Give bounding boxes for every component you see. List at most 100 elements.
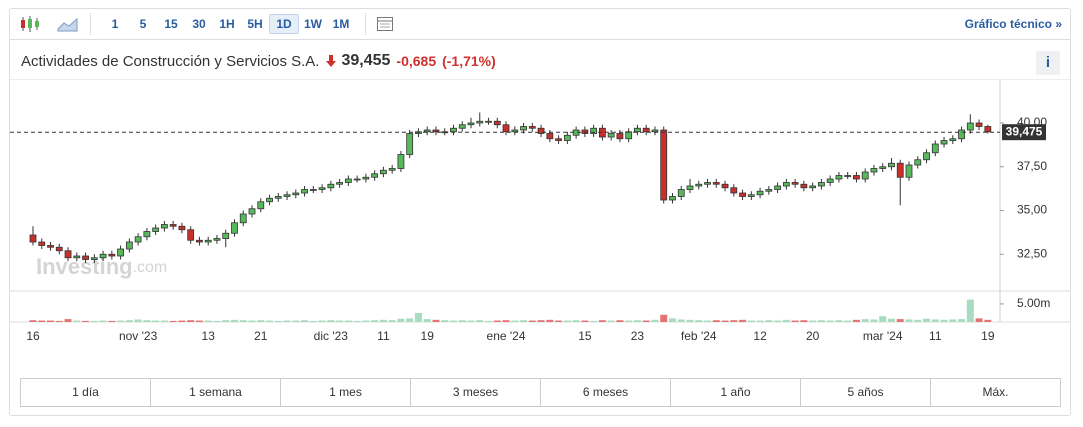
volume-bar — [966, 299, 974, 322]
candle-body — [231, 222, 238, 234]
volume-bar — [274, 320, 282, 322]
interval-button[interactable]: 1H — [219, 17, 235, 31]
range-button[interactable]: 1 año — [671, 379, 801, 406]
instrument-name: Actividades de Construcción y Servicios … — [21, 52, 320, 70]
volume-bar — [747, 320, 755, 322]
volume-bar — [73, 320, 81, 322]
volume-bar — [29, 320, 37, 322]
candle-body — [809, 185, 817, 189]
volume-bar — [511, 320, 519, 322]
interval-button[interactable]: 15 — [164, 17, 178, 31]
volume-bar — [949, 319, 957, 322]
volume-bar — [266, 320, 274, 322]
candle-body — [248, 208, 256, 215]
x-tick-label: ene '24 — [487, 329, 526, 343]
volume-bar — [414, 312, 422, 322]
volume-bar — [108, 320, 116, 322]
candle-body — [160, 224, 168, 229]
candle-body — [64, 250, 72, 259]
candle-body — [607, 133, 615, 138]
x-tick-label: feb '24 — [681, 329, 717, 343]
volume-bar — [318, 320, 326, 322]
volume-bar — [292, 320, 300, 322]
candle-body — [467, 122, 475, 126]
candle-body — [344, 178, 352, 183]
volume-bar — [695, 320, 703, 322]
interval-button[interactable]: 1W — [304, 17, 322, 31]
candle-body — [660, 129, 668, 201]
candle-body — [958, 129, 965, 140]
volume-bar — [826, 320, 834, 322]
x-tick-label: 12 — [753, 329, 767, 343]
volume-bar — [64, 319, 72, 322]
candle-body — [861, 171, 869, 180]
change: -0,685 — [396, 53, 437, 69]
volume-bar — [712, 320, 720, 322]
volume-bar — [756, 320, 764, 322]
candle-body — [327, 183, 335, 189]
x-tick-label: 19 — [421, 329, 435, 343]
candle-body — [29, 234, 37, 243]
candle-body — [222, 232, 230, 239]
candle-body — [669, 196, 676, 201]
volume-bar — [327, 320, 335, 322]
volume-bar — [379, 319, 387, 322]
range-button[interactable]: 6 meses — [541, 379, 671, 406]
volume-bar — [555, 320, 563, 322]
candle-body — [292, 192, 300, 196]
interval-button[interactable]: 1 — [111, 17, 119, 31]
interval-button[interactable]: 1D — [269, 14, 299, 34]
range-button[interactable]: 1 día — [21, 379, 151, 406]
volume-bar — [152, 320, 160, 322]
volume-bar — [230, 319, 238, 322]
range-button[interactable]: Máx. — [982, 385, 1009, 399]
volume-bar — [563, 320, 571, 322]
volume-bar — [704, 320, 712, 322]
volume-bar — [791, 320, 799, 322]
candle-body — [730, 187, 738, 194]
volume-bar — [774, 320, 782, 322]
y-tick-label: 37,50 — [1017, 159, 1047, 173]
interval-button[interactable]: 1M — [332, 17, 350, 31]
range-button[interactable]: 1 semana — [151, 379, 281, 406]
candle-body — [274, 196, 282, 199]
interval-button[interactable]: 5H — [247, 17, 263, 31]
technical-chart-link[interactable]: Gráfico técnico » — [964, 17, 1062, 31]
candle-body — [677, 189, 685, 197]
info-button[interactable]: i — [1036, 51, 1060, 75]
candle-body — [896, 162, 904, 178]
area-icon[interactable] — [56, 14, 80, 34]
candle-body — [266, 197, 273, 203]
volume-bar — [668, 318, 676, 322]
candle-body — [82, 255, 89, 260]
candle-body — [379, 169, 387, 175]
volume-bar — [817, 320, 825, 322]
candle-body — [134, 236, 142, 243]
volume-bar — [835, 320, 843, 322]
candle-body — [213, 238, 221, 241]
candle-body — [117, 248, 124, 257]
candle-body — [528, 126, 536, 129]
volume-bar — [222, 320, 230, 322]
volume-bar — [406, 318, 414, 322]
calendar-icon[interactable] — [376, 15, 394, 33]
volume-bar — [677, 319, 685, 322]
range-button[interactable]: 5 años — [801, 379, 931, 406]
candle-icon[interactable] — [18, 14, 42, 34]
change-percent: (-1,71%) — [442, 53, 496, 69]
candle-body — [756, 190, 764, 196]
x-tick-label: mar '24 — [863, 329, 903, 343]
interval-button[interactable]: 30 — [192, 17, 206, 31]
candle-body — [546, 133, 554, 140]
interval-button[interactable]: 5 — [139, 17, 147, 31]
range-button[interactable]: 3 meses — [411, 379, 541, 406]
candle-body — [712, 182, 720, 185]
volume-bar — [686, 319, 694, 322]
x-tick-label: 21 — [254, 329, 268, 343]
candle-body — [879, 166, 887, 169]
candle-body — [371, 173, 379, 178]
candle-body — [239, 213, 247, 224]
volume-bar — [546, 319, 554, 322]
candle-body — [55, 246, 63, 252]
range-button[interactable]: 1 mes — [281, 379, 411, 406]
